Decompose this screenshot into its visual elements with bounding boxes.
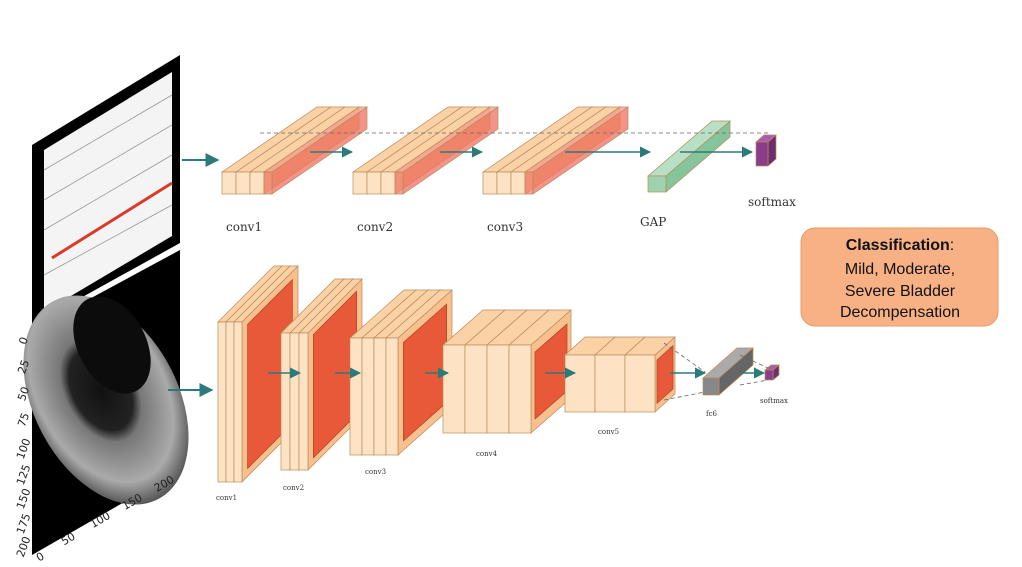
layer-label: conv5 — [598, 428, 619, 436]
block-front — [225, 321, 235, 483]
block-front — [755, 141, 769, 167]
layer-label: conv3 — [365, 468, 386, 476]
block-front — [510, 171, 526, 195]
classification-line: Decompensation — [840, 304, 960, 321]
block-front — [442, 344, 466, 434]
classification-title: Classification — [846, 237, 950, 254]
signal-trace — [51, 181, 173, 260]
classification-box — [800, 227, 999, 327]
block-front — [702, 377, 720, 396]
y-tick-label: 0 — [16, 335, 31, 346]
layer-label: conv3 — [487, 220, 523, 234]
y-tick-label: 75 — [15, 411, 32, 429]
block-front — [352, 171, 368, 195]
x-tick-label: 0 — [34, 550, 47, 565]
block-front — [594, 354, 626, 413]
y-tick-label: 25 — [15, 358, 32, 376]
layer-label: conv1 — [226, 220, 262, 234]
layer-label: softmax — [760, 397, 788, 405]
block-front — [280, 332, 291, 471]
classification-separator: : — [950, 237, 954, 254]
block-front — [624, 354, 656, 413]
classification-heading: Classification: — [846, 237, 954, 254]
block-front — [496, 171, 512, 195]
block-front — [349, 337, 363, 456]
signal-plot — [44, 72, 172, 312]
block-front — [647, 175, 667, 193]
y-tick-label: 175 — [14, 512, 33, 536]
block-front — [233, 321, 243, 483]
y-tick-label: 150 — [14, 487, 33, 511]
block-front — [394, 171, 404, 195]
layer-label: conv2 — [283, 484, 304, 492]
x-tick-label: 50 — [59, 530, 78, 548]
dashed-guides — [260, 132, 770, 401]
block-front — [385, 337, 399, 456]
block-front — [508, 344, 532, 434]
y-tick-label: 125 — [14, 463, 33, 487]
block-front — [289, 332, 300, 471]
block-front — [380, 171, 396, 195]
layer-label: GAP — [640, 215, 666, 229]
block-front — [482, 171, 498, 195]
y-tick-label: 100 — [14, 437, 33, 461]
block-front — [217, 321, 227, 483]
layer-label: conv4 — [476, 450, 498, 458]
block-front — [366, 171, 382, 195]
block-front — [235, 171, 251, 195]
classification-line: Mild, Moderate, — [845, 261, 955, 278]
block-front — [249, 171, 265, 195]
flow-arrows — [268, 146, 766, 379]
block-front — [263, 171, 273, 195]
block-front — [298, 332, 309, 471]
layer-label: fc6 — [706, 410, 718, 418]
bladder-region — [73, 296, 151, 394]
y-tick-label: 200 — [14, 535, 33, 559]
block-front — [486, 344, 510, 434]
block-front — [373, 337, 387, 456]
block-front — [361, 337, 375, 456]
block-front — [221, 171, 237, 195]
block-front — [464, 344, 488, 434]
block-front — [524, 171, 534, 195]
layer-label: conv1 — [216, 494, 237, 502]
y-tick-label: 50 — [15, 385, 32, 403]
feature-map — [656, 344, 674, 405]
signal-lines — [43, 94, 173, 276]
layer-label: softmax — [748, 195, 796, 209]
block-front — [564, 354, 596, 413]
classification-line: Severe Bladder — [845, 283, 956, 300]
block-front — [764, 369, 774, 381]
layer-label: conv2 — [357, 220, 393, 234]
